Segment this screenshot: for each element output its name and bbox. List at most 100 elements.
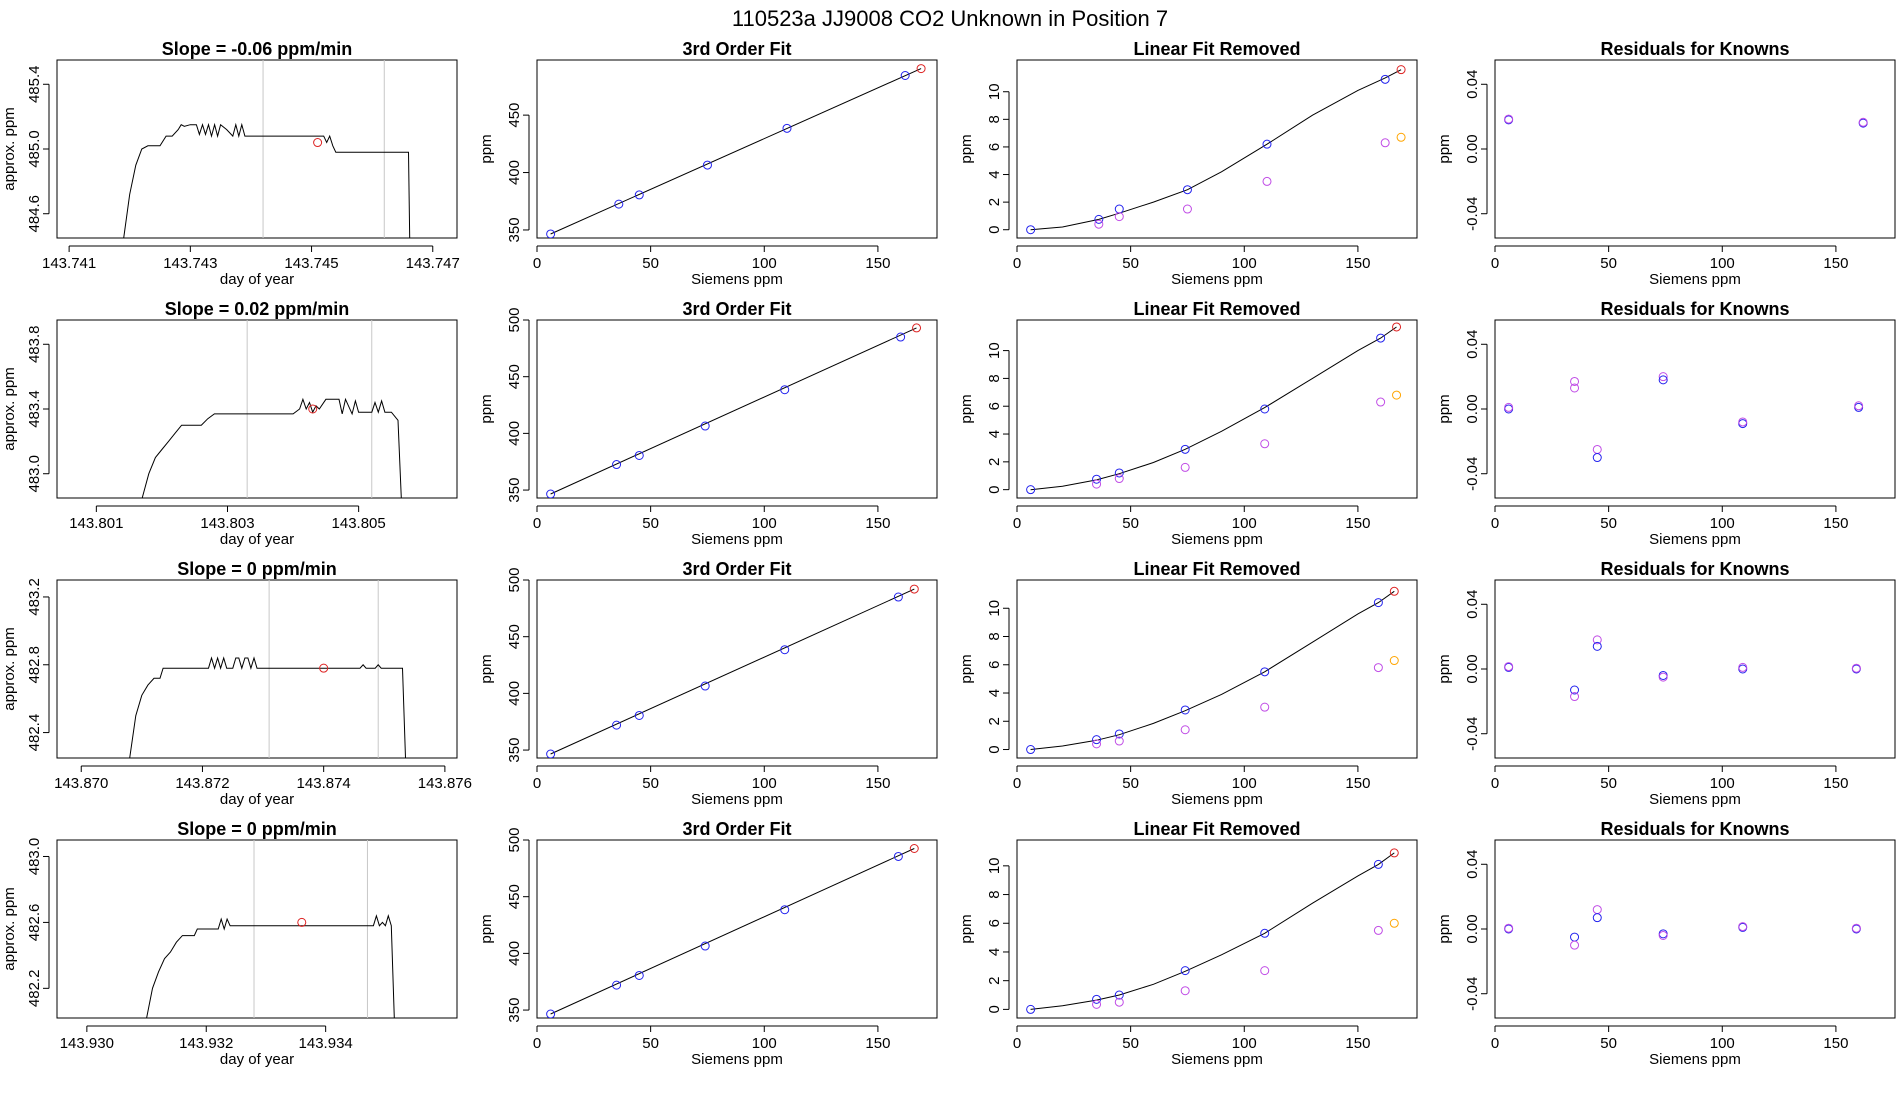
data-layer (1504, 372, 1864, 463)
measured-point (1592, 635, 1602, 645)
panel-title: 3rd Order Fit (682, 559, 791, 579)
y-tick-label: 6 (986, 143, 1003, 151)
y-axis-label: ppm (478, 914, 495, 943)
measured-point (1389, 918, 1399, 928)
x-axis: 0 50 100 150 Siemens ppm (1491, 505, 1848, 548)
plot-frame (1016, 579, 1418, 759)
data-layer (146, 840, 395, 1018)
y-axis: 0 2 4 6 8 10 ppm (958, 342, 1010, 494)
ppm-trace-line (123, 122, 411, 238)
x-tick-label: 0 (533, 255, 541, 272)
y-tick-label: 0 (986, 226, 1003, 234)
measured-point (1392, 390, 1402, 400)
known-point (1182, 185, 1192, 195)
panels-grid: Slope = -0.06 ppm/min 143.741 143.743 143.7… (1, 39, 1896, 1068)
x-axis-label: Siemens ppm (1649, 271, 1741, 288)
x-tick-label: 50 (1600, 515, 1617, 532)
y-tick-label: 485.0 (26, 130, 43, 168)
y-tick-label: 10 (986, 83, 1003, 100)
x-axis-label: day of year (220, 271, 294, 288)
known-point (1260, 667, 1270, 677)
unknown-point (1396, 65, 1406, 75)
y-tick-label: 0.00 (1464, 654, 1481, 683)
y-axis-label: ppm (478, 394, 495, 423)
y-axis-label: approx. ppm (1, 887, 18, 970)
y-tick-label: 350 (506, 998, 523, 1023)
measured-point (1092, 739, 1102, 749)
known-point (702, 160, 712, 170)
y-axis-label: ppm (1436, 134, 1453, 163)
measured-point (1260, 439, 1270, 449)
known-point (1094, 214, 1104, 224)
known-point (1114, 468, 1124, 478)
measured-point (1851, 663, 1861, 673)
data-layer (546, 323, 922, 498)
x-tick-label: 150 (865, 1035, 890, 1052)
unknown-point (909, 844, 919, 854)
x-axis: 143.741 143.743 143.745 143.747 day of year (42, 245, 460, 288)
x-tick-label: 50 (1122, 255, 1139, 272)
y-tick-label: -0.04 (1464, 717, 1481, 751)
x-tick-label: 143.872 (175, 775, 229, 792)
panel-r1c1: Slope = -0.06 ppm/min 143.741 143.743 143.7… (1, 39, 460, 288)
known-point (546, 1009, 556, 1018)
known-point (1180, 966, 1190, 976)
known-point (1380, 74, 1390, 84)
y-tick-label: -0.04 (1464, 977, 1481, 1011)
known-point (900, 71, 910, 81)
y-tick-label: 2 (986, 198, 1003, 206)
x-tick-label: 100 (1710, 515, 1735, 532)
measured-point (1658, 372, 1668, 382)
x-tick-label: 0 (533, 1035, 541, 1052)
x-tick-label: 150 (1345, 1035, 1370, 1052)
x-tick-label: 100 (752, 775, 777, 792)
x-tick-label: 150 (1823, 255, 1848, 272)
plot-frame (1494, 59, 1896, 239)
panel-r2c3: Linear Fit Removed 0 50 100 150 Siemens ppm 0 2… (958, 299, 1418, 548)
y-tick-label: 4 (986, 948, 1003, 956)
unknown-point (1389, 586, 1399, 596)
fit-curve (1030, 69, 1402, 231)
fit-curve (550, 327, 917, 495)
x-axis: 0 50 100 150 Siemens ppm (533, 765, 890, 808)
measured-point (1180, 986, 1190, 996)
y-tick-label: 0.04 (1464, 850, 1481, 879)
data-layer (546, 64, 926, 238)
known-point (634, 710, 644, 720)
y-axis: 484.6 485.0 485.4 approx. ppm (1, 65, 50, 233)
panel-title: Slope = -0.06 ppm/min (162, 39, 353, 59)
fit-curve (550, 848, 915, 1015)
panel-r4c1: Slope = 0 ppm/min 143.930 143.932 143.934 da… (1, 819, 458, 1068)
y-tick-label: 483.2 (26, 578, 43, 616)
ppm-trace-line (141, 397, 402, 498)
measured-point (1738, 417, 1748, 427)
x-axis-label: day of year (220, 1051, 294, 1068)
measured-point (1738, 922, 1748, 932)
panel-r4c3: Linear Fit Removed 0 50 100 150 Siemens ppm 0 2… (958, 819, 1418, 1068)
measured-point (1570, 383, 1580, 393)
y-tick-label: 8 (986, 115, 1003, 123)
x-tick-label: 150 (865, 775, 890, 792)
known-point (1114, 729, 1124, 739)
y-axis: 0 2 4 6 8 10 ppm (958, 600, 1010, 754)
known-point (893, 851, 903, 861)
y-tick-label: 10 (986, 857, 1003, 874)
known-point (1180, 444, 1190, 454)
y-tick-label: 0.04 (1464, 590, 1481, 619)
plot-frame (1016, 839, 1418, 1019)
measured-point (1658, 672, 1668, 682)
x-tick-label: 143.932 (179, 1035, 233, 1052)
measured-point (1376, 397, 1386, 407)
y-tick-label: 482.4 (26, 714, 43, 752)
known-point (700, 681, 710, 691)
x-tick-label: 0 (1013, 515, 1021, 532)
known-point (1570, 685, 1580, 695)
panel-title: Residuals for Knowns (1600, 819, 1789, 839)
known-point (1092, 474, 1102, 484)
x-axis-label: Siemens ppm (691, 791, 783, 808)
x-tick-label: 100 (1710, 1035, 1735, 1052)
panel-r2c2: 3rd Order Fit 0 50 100 150 Siemens ppm 350 400 4… (478, 299, 938, 548)
measured-point (1851, 923, 1861, 933)
y-tick-label: 350 (506, 217, 523, 242)
y-tick-label: 400 (506, 681, 523, 706)
